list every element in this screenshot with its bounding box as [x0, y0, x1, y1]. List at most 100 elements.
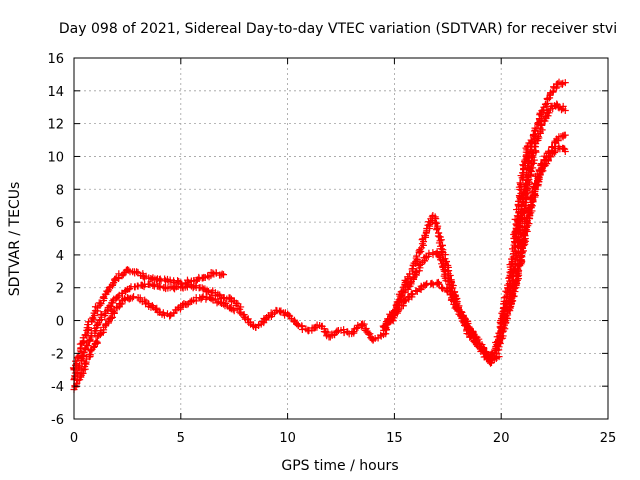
data-point: [229, 305, 237, 313]
data-point: [557, 106, 565, 114]
data-point: [522, 190, 530, 198]
data-point: [429, 281, 437, 289]
data-point: [104, 316, 112, 324]
data-point: [362, 325, 370, 333]
data-point: [220, 271, 228, 279]
data-point: [89, 313, 97, 321]
y-tick-label: -4: [51, 380, 64, 395]
tick-labels: 0 5 10 15 20 25 -6 -4 -2 0 2 4 6 8 10 12 14 16: [47, 52, 616, 446]
data-point: [148, 302, 156, 310]
chart-title: Day 098 of 2021, Sidereal Day-to-day VTE…: [59, 21, 617, 37]
data-point: [298, 322, 306, 330]
data-point: [85, 350, 93, 358]
data-point: [527, 136, 535, 144]
data-point: [561, 107, 569, 115]
series-track-d: [230, 297, 388, 344]
data-point: [526, 139, 534, 147]
x-tick-label: 25: [600, 431, 617, 446]
data-point: [92, 337, 100, 345]
data-point: [512, 220, 520, 228]
data-point: [75, 363, 83, 371]
y-tick-label: 6: [56, 216, 64, 231]
data-point: [513, 206, 521, 214]
data-point: [553, 100, 561, 108]
y-axis-label: SDTVAR / TECUs: [7, 182, 23, 297]
data-point: [429, 249, 437, 257]
data-point: [536, 171, 544, 179]
series-track-k: [505, 143, 569, 315]
plot-area-frame: [73, 57, 609, 420]
data-point: [226, 294, 234, 302]
data-point: [82, 331, 90, 339]
data-point: [542, 100, 550, 108]
data-point: [424, 252, 432, 260]
series-track-c: [70, 292, 238, 393]
data-point: [360, 320, 368, 328]
data-point: [75, 361, 83, 369]
data-point: [81, 360, 89, 368]
data-point: [514, 265, 522, 273]
data-point: [482, 353, 490, 361]
data-point: [108, 313, 116, 321]
data-point: [529, 164, 537, 172]
data-point: [561, 148, 569, 156]
data-point: [435, 253, 443, 261]
data-point: [434, 279, 442, 287]
data-point: [561, 131, 569, 139]
data-point: [406, 279, 414, 287]
data-point: [74, 353, 82, 361]
data-point: [125, 266, 133, 274]
data-point: [412, 269, 420, 277]
data-point: [545, 147, 553, 155]
data-point: [186, 281, 194, 289]
y-tick-label: 16: [47, 52, 64, 67]
x-tick-label: 5: [177, 431, 185, 446]
x-tick-label: 10: [279, 431, 296, 446]
data-point: [109, 280, 117, 288]
y-tick-label: 4: [56, 249, 64, 264]
data-point: [511, 215, 519, 223]
data-point: [298, 325, 306, 333]
data-point: [133, 268, 141, 276]
data-point: [514, 273, 522, 281]
data-point: [230, 307, 238, 315]
data-point: [537, 110, 545, 118]
data-point: [421, 254, 429, 262]
data-point: [109, 307, 117, 315]
series-track-g: [380, 278, 503, 367]
data-point: [166, 276, 174, 284]
x-tick-label: 20: [493, 431, 510, 446]
y-tick-label: 8: [56, 183, 64, 198]
y-tick-label: 0: [56, 315, 64, 330]
data-point: [470, 335, 478, 343]
x-axis-label: GPS time / hours: [281, 458, 398, 474]
data-point: [203, 286, 211, 294]
data-point: [517, 182, 525, 190]
data-point: [136, 294, 144, 302]
data-point: [359, 321, 367, 329]
data-point: [130, 293, 138, 301]
y-tick-label: 10: [47, 150, 64, 165]
data-point: [524, 184, 532, 192]
data-point: [528, 168, 536, 176]
data-point: [72, 357, 80, 365]
x-tick-label: 15: [386, 431, 403, 446]
data-point: [446, 291, 454, 299]
data-point: [495, 353, 503, 361]
data-point: [183, 276, 191, 284]
data-point: [324, 328, 332, 336]
data-point: [166, 312, 174, 320]
data-point: [554, 137, 562, 145]
data-point: [561, 79, 569, 87]
data-point: [525, 220, 533, 228]
data-point: [170, 309, 178, 317]
data-point: [496, 340, 504, 348]
data-point: [352, 324, 360, 332]
data-point: [438, 284, 446, 292]
data-point: [93, 322, 101, 330]
data-point: [98, 311, 106, 319]
series-track-l: [510, 136, 535, 242]
data-point: [413, 256, 421, 264]
